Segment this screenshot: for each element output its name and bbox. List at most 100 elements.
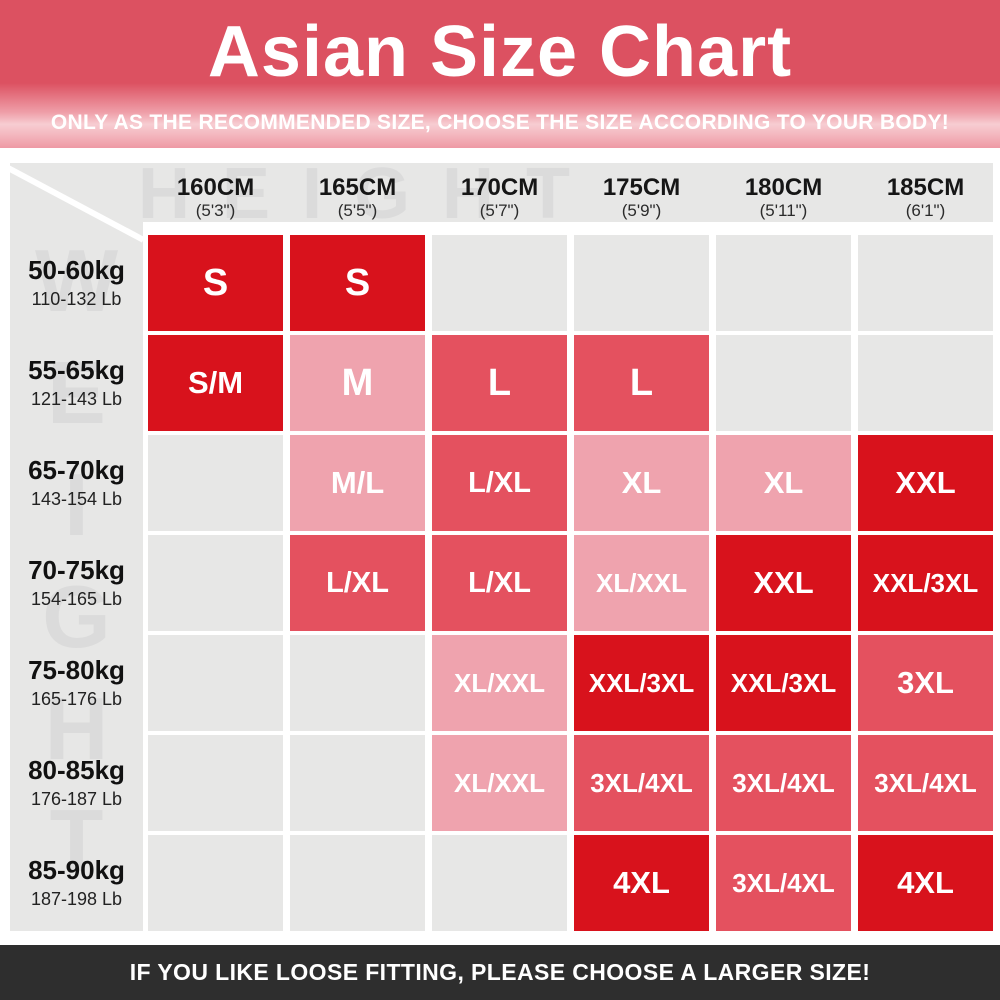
size-cell-label: XL/XXL (453, 667, 545, 698)
row-weight-lb: 165-176 Lb (30, 689, 123, 709)
size-cell-label: XXL (753, 565, 814, 600)
column-header-cm: 175CM (602, 173, 681, 201)
size-cell: L (432, 335, 567, 431)
size-cell (574, 235, 709, 331)
size-cell-label: XL (621, 465, 662, 500)
row-weight-kg: 75-80kg (28, 655, 125, 685)
size-cell: M (290, 335, 425, 431)
size-cell-label: 4XL (897, 865, 954, 900)
size-cell: 3XL/4XL (716, 735, 851, 831)
size-cell: 3XL (858, 635, 993, 731)
footer-note: IF YOU LIKE LOOSE FITTING, PLEASE CHOOSE… (129, 959, 871, 985)
size-cell: 3XL/4XL (858, 735, 993, 831)
size-cell: XL/XXL (574, 535, 709, 631)
row-weight-lb: 121-143 Lb (30, 389, 123, 409)
size-cell-label: XL/XXL (595, 567, 687, 598)
size-cell: XL (716, 435, 851, 531)
row-weight-kg: 70-75kg (28, 555, 125, 585)
size-cell: S (290, 235, 425, 331)
column-header-ft: (6'1") (905, 200, 946, 220)
column-header-cm: 170CM (460, 173, 539, 201)
row-label: 85-90kg 187-198 Lb (10, 835, 143, 931)
size-cell-label: M/L (330, 465, 385, 500)
size-cell: S/M (148, 335, 283, 431)
size-cell-label: L/XL (468, 466, 531, 499)
size-cell (858, 335, 993, 431)
row-weight-kg: 80-85kg (28, 755, 125, 785)
size-cell: XL (574, 435, 709, 531)
size-cell: XL/XXL (432, 635, 567, 731)
subtitle-banner: ONLY AS THE RECOMMENDED SIZE, CHOOSE THE… (50, 111, 950, 134)
row-weight-lb: 143-154 Lb (30, 489, 123, 509)
size-cell: XL/XXL (432, 735, 567, 831)
label-column-band (10, 163, 143, 931)
column-header-ft: (5'3") (195, 200, 236, 220)
column-header-cm: 160CM (176, 173, 255, 201)
row-weight-kg: 50-60kg (28, 255, 125, 285)
column-header-ft: (5'7") (479, 200, 520, 220)
weight-watermark-letter: W (34, 231, 119, 330)
column-header-cm: 165CM (318, 173, 397, 201)
size-cell: XXL/3XL (716, 635, 851, 731)
size-cell (290, 835, 425, 931)
size-cell-label: L/XL (468, 566, 531, 599)
column-header: 160CM (5'3") (148, 163, 283, 222)
size-cell: 3XL/4XL (574, 735, 709, 831)
row-weight-lb: 154-165 Lb (30, 589, 123, 609)
column-header: 185CM (6'1") (858, 163, 993, 222)
column-header-cm: 180CM (744, 173, 823, 201)
size-cell: XXL (716, 535, 851, 631)
size-cell: XXL/3XL (574, 635, 709, 731)
size-cell-label: XXL/3XL (872, 567, 979, 598)
size-cell-label: L/XL (326, 566, 389, 599)
size-cell (432, 235, 567, 331)
size-cell: 4XL (858, 835, 993, 931)
size-cell-label: S (202, 261, 229, 304)
size-cell (148, 735, 283, 831)
size-cell: L/XL (290, 535, 425, 631)
size-cell (148, 835, 283, 931)
row-label: 55-65kg 121-143 Lb (10, 335, 143, 431)
size-cell (290, 735, 425, 831)
column-header-ft: (5'5") (337, 200, 378, 220)
row-label: 75-80kg 165-176 Lb (10, 635, 143, 731)
size-cell (858, 235, 993, 331)
size-cell-label: XXL/3XL (588, 667, 695, 698)
size-cell-label: 3XL/4XL (874, 767, 977, 798)
size-cell-label: 3XL/4XL (590, 767, 693, 798)
size-cell (432, 835, 567, 931)
row-weight-kg: 65-70kg (28, 455, 125, 485)
size-cell (148, 435, 283, 531)
height-watermark-text: HEIGHT (138, 154, 603, 234)
column-header: 180CM (5'11") (716, 163, 851, 222)
size-cell (716, 335, 851, 431)
footer-banner: IF YOU LIKE LOOSE FITTING, PLEASE CHOOSE… (0, 945, 1000, 1000)
size-cell-label: XL (763, 465, 804, 500)
size-cell: S (148, 235, 283, 331)
row-weight-lb: 110-132 Lb (31, 289, 122, 309)
size-cell (290, 635, 425, 731)
column-header: 170CM (5'7") (432, 163, 567, 222)
size-cell (716, 235, 851, 331)
size-cell: XXL (858, 435, 993, 531)
size-cell-label: 3XL (897, 665, 954, 700)
size-cell: XXL/3XL (858, 535, 993, 631)
weight-watermark-letter: H (44, 679, 109, 778)
row-weight-kg: 55-65kg (28, 355, 125, 385)
weight-watermark-letter: G (42, 567, 111, 666)
size-cell-label: S (344, 261, 371, 304)
column-header-cm: 185CM (886, 173, 965, 201)
column-header: 175CM (5'9") (574, 163, 709, 222)
size-cell: 3XL/4XL (716, 835, 851, 931)
row-label: 70-75kg 154-165 Lb (10, 535, 143, 631)
page-title: Asian Size Chart (207, 12, 793, 92)
weight-watermark-letter: E (47, 343, 106, 442)
row-weight-kg: 85-90kg (28, 855, 125, 885)
size-cell-label: M (341, 361, 374, 404)
column-header-ft: (5'11") (759, 200, 808, 220)
size-cell-label: XXL/3XL (730, 667, 837, 698)
column-header: 165CM (5'5") (290, 163, 425, 222)
